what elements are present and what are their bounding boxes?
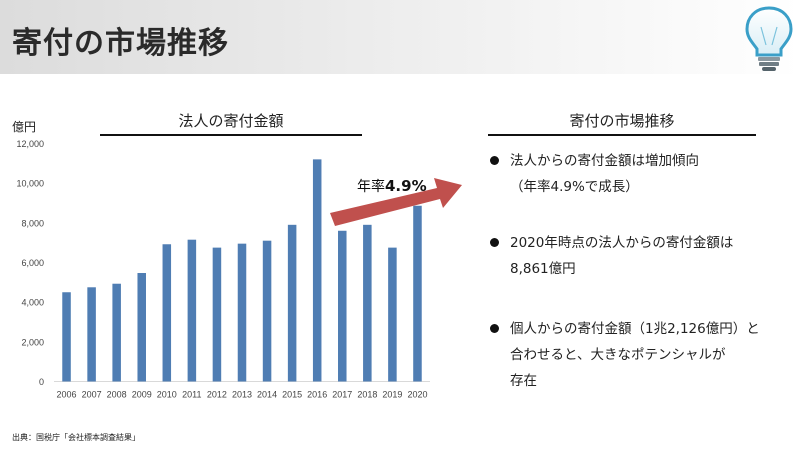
bullet-dot bbox=[490, 238, 499, 247]
bullet-line: 2020年時点の法人からの寄付金額は bbox=[510, 235, 734, 251]
x-tick-label: 2008 bbox=[107, 390, 127, 400]
y-tick-label: 12,000 bbox=[16, 139, 44, 149]
bullet-item: 法人からの寄付金額は増加傾向 （年率4.9%で成長） bbox=[490, 148, 699, 200]
bullet-item: 2020年時点の法人からの寄付金額は 8,861億円 bbox=[490, 230, 733, 282]
bullet-dot bbox=[490, 156, 499, 165]
x-tick-label: 2017 bbox=[332, 390, 352, 400]
chart-title-underline bbox=[100, 134, 362, 136]
growth-annotation: 年率4.9% bbox=[357, 176, 427, 196]
x-tick-label: 2009 bbox=[132, 390, 152, 400]
bar bbox=[287, 224, 297, 382]
y-tick-label: 6,000 bbox=[21, 258, 44, 268]
x-tick-label: 2010 bbox=[157, 390, 177, 400]
source-note: 出典：国税庁「会社標本調査結果」 bbox=[12, 433, 140, 442]
growth-arrow bbox=[330, 178, 462, 226]
growth-annotation-prefix: 年率 bbox=[357, 179, 385, 195]
x-tick-label: 2018 bbox=[357, 390, 377, 400]
x-tick-label: 2011 bbox=[182, 390, 201, 400]
x-tick-label: 2007 bbox=[82, 390, 102, 400]
bullet-line: （年率4.9%で成長） bbox=[510, 179, 639, 195]
bar bbox=[237, 243, 247, 382]
x-tick-label: 2013 bbox=[232, 390, 252, 400]
bullet-line: 合わせると、大きなポテンシャルが bbox=[510, 347, 726, 363]
bullet-line: 8,861億円 bbox=[510, 261, 576, 277]
y-axis-unit-label: 億円 bbox=[12, 120, 37, 134]
bullet-dot bbox=[490, 324, 499, 333]
bar bbox=[413, 205, 422, 382]
bullet-line: 個人からの寄付金額（1兆2,126億円）と bbox=[510, 321, 760, 337]
x-tick-label: 2006 bbox=[57, 390, 77, 400]
bar bbox=[363, 224, 372, 382]
title-bar bbox=[0, 0, 800, 74]
y-tick-label: 8,000 bbox=[21, 218, 44, 228]
x-tick-label: 2012 bbox=[207, 390, 227, 400]
bar bbox=[112, 283, 121, 382]
x-tick-label: 2019 bbox=[382, 390, 402, 400]
slide-title: 寄付の市場推移 bbox=[12, 26, 229, 61]
bar bbox=[212, 247, 222, 382]
panel-title: 寄付の市場推移 bbox=[569, 112, 675, 130]
bullet-line: 存在 bbox=[510, 373, 537, 389]
x-tick-label: 2016 bbox=[307, 390, 327, 400]
bar bbox=[187, 239, 197, 382]
panel-title-underline bbox=[488, 134, 756, 136]
bar bbox=[162, 244, 172, 382]
bar bbox=[312, 159, 322, 382]
chart-title: 法人の寄付金額 bbox=[178, 112, 284, 130]
y-tick-label: 0 bbox=[39, 377, 44, 387]
growth-annotation-value: 4.9% bbox=[385, 177, 427, 195]
bar-chart: 0 2,000 4,000 6,000 8,000 10,000 12,000 2006 200… bbox=[16, 139, 430, 400]
growth-arrow-shape bbox=[330, 178, 462, 226]
x-tick-label: 2014 bbox=[257, 390, 277, 400]
bar bbox=[62, 292, 71, 382]
bar bbox=[87, 287, 96, 382]
lightbulb-icon bbox=[745, 6, 793, 71]
bullet-line: 法人からの寄付金額は増加傾向 bbox=[510, 153, 699, 169]
y-tick-label: 10,000 bbox=[16, 179, 44, 189]
x-tick-label: 2020 bbox=[407, 390, 427, 400]
bullet-item: 個人からの寄付金額（1兆2,126億円）と 合わせると、大きなポテンシャルが 存… bbox=[490, 316, 760, 394]
bar bbox=[262, 240, 272, 382]
bar bbox=[388, 247, 397, 382]
y-tick-label: 2,000 bbox=[21, 337, 44, 347]
bar bbox=[338, 230, 347, 382]
y-tick-label: 4,000 bbox=[21, 298, 44, 308]
bar bbox=[137, 273, 146, 382]
x-tick-label: 2015 bbox=[282, 390, 302, 400]
